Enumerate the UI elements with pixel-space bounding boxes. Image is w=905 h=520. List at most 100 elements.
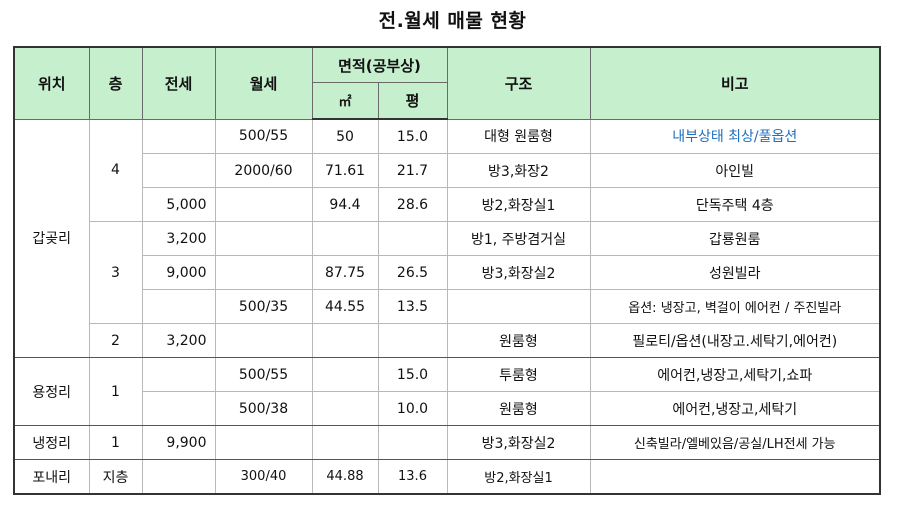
cell-structure [446,289,591,324]
cell-remarks: 아인빌 [589,153,881,188]
cell-jeonse: 9,900 [141,425,216,460]
col-header-wolse: 월세 [214,46,313,120]
cell-jeonse: 9,000 [141,255,216,290]
cell-sqm [311,357,379,392]
cell-sqm: 71.61 [311,153,379,188]
cell-floor: 2 [88,323,143,358]
cell-floor: 지층 [88,459,143,495]
cell-pyeong [377,425,448,460]
cell-pyeong: 26.5 [377,255,448,290]
cell-floor: 4 [88,118,143,222]
cell-structure: 원룸형 [446,323,591,358]
cell-jeonse: 3,200 [141,221,216,256]
cell-sqm: 87.75 [311,255,379,290]
cell-remarks: 신축빌라/엘베있음/공실/LH전세 가능 [589,425,881,460]
cell-remarks: 옵션: 냉장고, 벽걸이 에어컨 / 주진빌라 [589,289,881,324]
cell-wolse: 500/38 [214,391,313,426]
cell-location: 포내리 [13,459,90,495]
cell-structure: 방3,화장실2 [446,425,591,460]
col-header-area-pyeong: 평 [377,82,448,120]
cell-jeonse [141,153,216,188]
cell-jeonse [141,391,216,426]
cell-wolse [214,255,313,290]
table-row: 500/38 10.0 원룸형 에어컨,냉장고,세탁기 [14,391,881,426]
cell-pyeong: 15.0 [377,357,448,392]
cell-floor: 1 [88,425,143,460]
table-row: 용정리 1 500/55 15.0 투룸형 에어컨,냉장고,세탁기,쇼파 [13,357,881,426]
cell-wolse: 2000/60 [214,153,313,188]
cell-remarks: 갑룡원룸 [589,221,881,256]
cell-location: 냉정리 [13,425,90,460]
col-header-remarks: 비고 [589,46,881,120]
cell-location: 갑곶리 [13,118,90,358]
cell-wolse [214,323,313,358]
cell-jeonse: 5,000 [141,187,216,222]
cell-wolse: 500/55 [214,118,313,154]
listing-table: 위치 층 전세 월세 면적(공부상) 구조 비고 ㎡ 평 갑곶리 4 500/5… [13,46,881,495]
cell-structure: 방2,화장실1 [446,187,591,222]
cell-wolse: 500/35 [214,289,313,324]
col-header-area-sqm: ㎡ [311,82,379,120]
col-header-location: 위치 [13,46,90,120]
cell-sqm [311,391,379,426]
table-row: 5,000 94.4 28.6 방2,화장실1 단독주택 4층 [14,187,881,222]
table-row: 포내리 지층 300/40 44.88 13.6 방2,화장실1 [13,459,881,495]
cell-structure: 방3,화장2 [446,153,591,188]
cell-pyeong: 21.7 [377,153,448,188]
cell-sqm [311,221,379,256]
cell-pyeong [377,221,448,256]
table-row: 갑곶리 4 500/55 50 15.0 대형 원룸형 내부상태 최상/풀옵션 [13,118,881,358]
cell-jeonse [141,357,216,392]
cell-structure: 원룸형 [446,391,591,426]
header-row: 위치 층 전세 월세 면적(공부상) 구조 비고 [13,46,881,120]
col-header-jeonse: 전세 [141,46,216,120]
cell-structure: 대형 원룸형 [446,118,591,154]
cell-location: 용정리 [13,357,90,426]
cell-pyeong: 13.6 [377,459,448,495]
table-row: 3 3,200 방1, 주방겸거실 갑룡원룸 [14,221,881,324]
cell-wolse [214,187,313,222]
cell-jeonse [141,459,216,495]
cell-pyeong: 15.0 [377,118,448,154]
col-header-floor: 층 [88,46,143,120]
cell-pyeong: 28.6 [377,187,448,222]
table-row: 9,000 87.75 26.5 방3,화장실2 성원빌라 [14,255,881,290]
col-header-area: 면적(공부상) [311,46,448,83]
cell-floor: 1 [88,357,143,426]
cell-pyeong: 10.0 [377,391,448,426]
cell-pyeong [377,323,448,358]
cell-structure: 방2,화장실1 [446,459,591,495]
cell-remarks: 성원빌라 [589,255,881,290]
cell-sqm: 44.88 [311,459,379,495]
table-row: 냉정리 1 9,900 방3,화장실2 신축빌라/엘베있음/공실/LH전세 가능 [13,425,881,460]
cell-sqm: 50 [311,118,379,154]
cell-sqm [311,425,379,460]
cell-remarks: 에어컨,냉장고,세탁기 [589,391,881,426]
cell-wolse [214,221,313,256]
cell-floor: 3 [88,221,143,324]
cell-remarks [589,459,881,495]
cell-jeonse [141,118,216,154]
cell-sqm: 44.55 [311,289,379,324]
table-row: 2000/60 71.61 21.7 방3,화장2 아인빌 [14,153,881,188]
cell-structure: 방3,화장실2 [446,255,591,290]
cell-remarks: 필로티/옵션(내장고.세탁기,에어컨) [589,323,881,358]
header-subrow: ㎡ 평 [14,82,880,120]
cell-pyeong: 13.5 [377,289,448,324]
cell-wolse: 500/55 [214,357,313,392]
table-row: 2 3,200 원룸형 필로티/옵션(내장고.세탁기,에어컨) [14,323,881,358]
cell-jeonse [141,289,216,324]
cell-jeonse: 3,200 [141,323,216,358]
cell-remarks: 에어컨,냉장고,세탁기,쇼파 [589,357,881,392]
cell-remarks: 내부상태 최상/풀옵션 [589,118,881,154]
cell-sqm [311,323,379,358]
page-title: 전.월세 매물 현황 [378,10,527,32]
cell-wolse [214,425,313,460]
cell-structure: 투룸형 [446,357,591,392]
cell-remarks: 단독주택 4층 [589,187,881,222]
cell-wolse: 300/40 [214,459,313,495]
col-header-structure: 구조 [446,46,591,120]
table-row: 500/35 44.55 13.5 옵션: 냉장고, 벽걸이 에어컨 / 주진빌… [14,289,881,324]
cell-sqm: 94.4 [311,187,379,222]
cell-structure: 방1, 주방겸거실 [446,221,591,256]
